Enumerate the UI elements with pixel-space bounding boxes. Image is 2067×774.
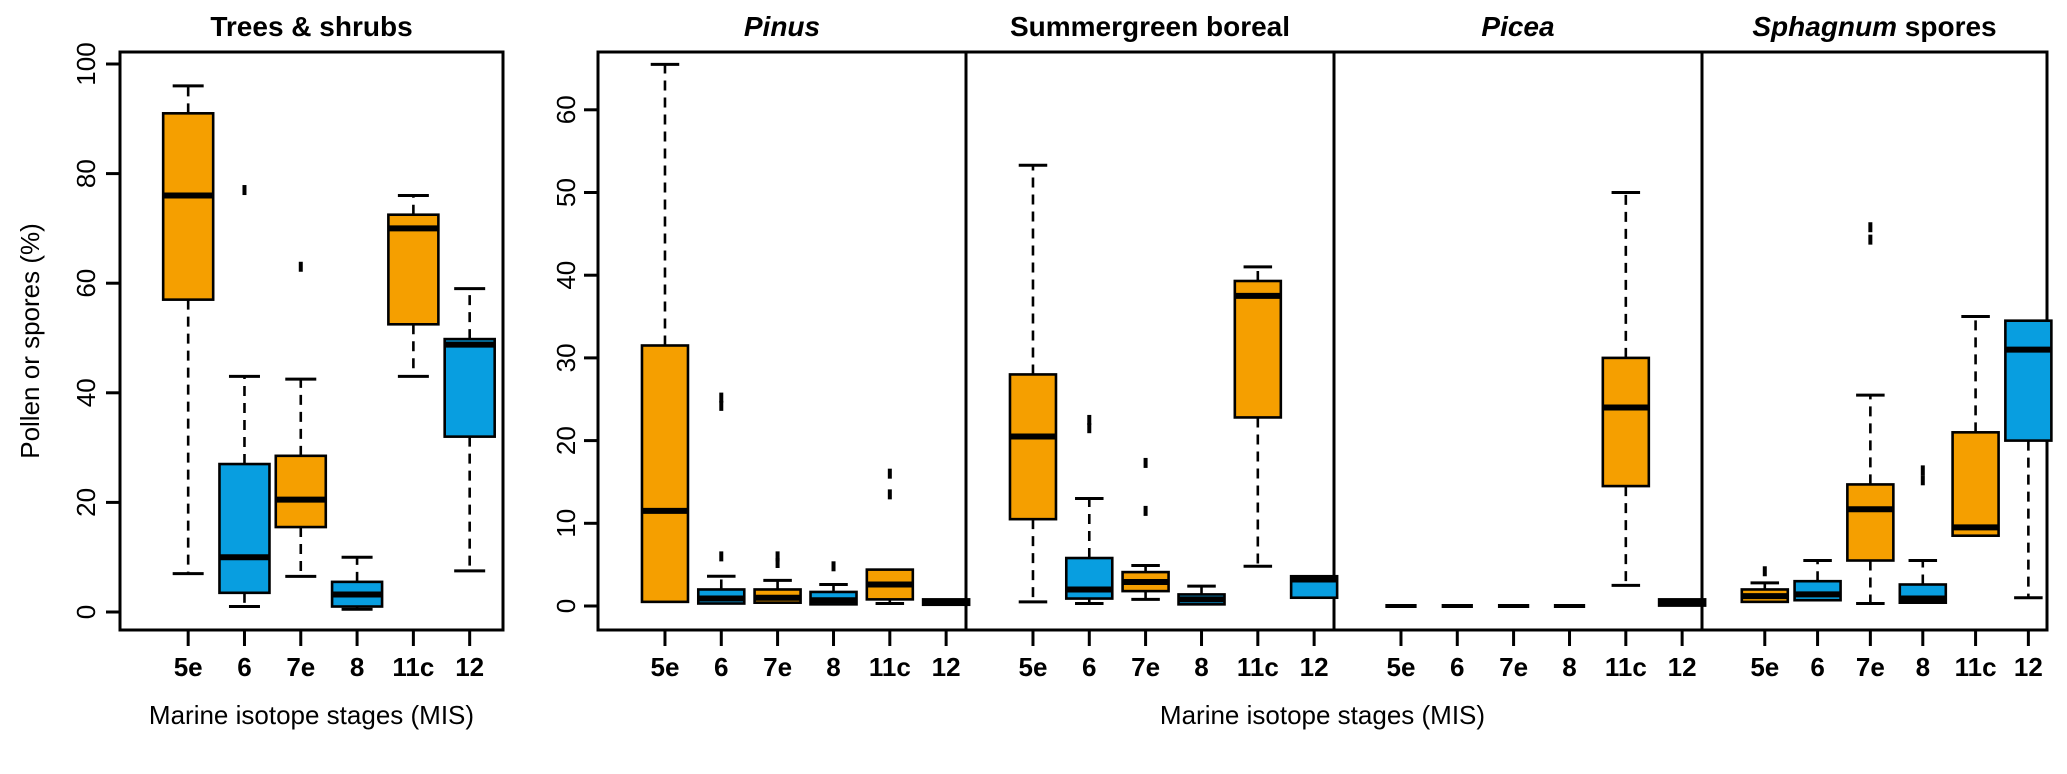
box-interglacial — [161, 112, 215, 301]
x-tick-label: 8 — [1916, 652, 1930, 682]
boxplot-sphagnum-spores-11c — [1951, 315, 2000, 538]
x-tick-label: 7e — [1499, 652, 1528, 682]
box-interglacial — [387, 213, 440, 326]
boxplot-trees-shrubs-7e — [274, 261, 328, 578]
boxplot-pinus-6 — [696, 392, 746, 605]
right-y-tick-label: 50 — [551, 178, 581, 207]
x-axis-title-right: Marine isotope stages (MIS) — [1160, 700, 1485, 730]
x-tick-label: 6 — [1810, 652, 1824, 682]
x-tick-label: 6 — [1082, 652, 1096, 682]
box-interglacial — [1601, 356, 1651, 488]
left-y-tick-label: 60 — [71, 269, 101, 298]
boxplot-summergreen-boreal-6 — [1064, 414, 1114, 606]
panel-border-picea — [1332, 50, 1704, 632]
x-tick-label: 7e — [1856, 652, 1885, 682]
boxplot-summergreen-boreal-11c — [1233, 265, 1283, 568]
box-interglacial — [640, 344, 690, 604]
x-tick-label: 5e — [1750, 652, 1779, 682]
x-tick-label: 7e — [1131, 652, 1160, 682]
boxplot-sphagnum-spores-6 — [1793, 559, 1842, 602]
x-tick-label: 6 — [1450, 652, 1464, 682]
boxplot-pinus-11c — [865, 468, 915, 606]
panel-title-pinus: Pinus — [744, 11, 820, 42]
boxplot-sphagnum-spores-8 — [1898, 465, 1948, 604]
boxplot-summergreen-boreal-7e — [1121, 457, 1170, 601]
x-tick-label: 6 — [237, 652, 251, 682]
box-interglacial — [1846, 483, 1895, 562]
x-tick-label: 12 — [2014, 652, 2043, 682]
box-glacial — [1064, 556, 1114, 600]
boxplot-picea-12 — [1657, 598, 1707, 607]
x-tick-label: 8 — [1562, 652, 1576, 682]
boxplot-pinus-8 — [809, 561, 858, 606]
y-axis-title: Pollen or spores (%) — [15, 223, 45, 459]
x-axis-title-left: Marine isotope stages (MIS) — [149, 700, 474, 730]
box-interglacial — [1233, 279, 1283, 419]
boxplot-trees-shrubs-12 — [443, 287, 496, 573]
x-tick-label: 8 — [826, 652, 840, 682]
box-interglacial — [274, 454, 328, 529]
panel-title-picea: Picea — [1481, 11, 1554, 42]
boxplot-trees-shrubs-5e — [161, 84, 215, 576]
x-tick-label: 12 — [1300, 652, 1329, 682]
left-y-tick-label: 0 — [71, 605, 101, 619]
x-tick-label: 11c — [1955, 652, 1997, 682]
box-interglacial — [1951, 431, 2000, 538]
box-interglacial — [1008, 373, 1058, 521]
boxplot-summergreen-boreal-12 — [1289, 574, 1339, 600]
x-tick-label: 12 — [1668, 652, 1697, 682]
x-tick-label: 8 — [1194, 652, 1208, 682]
x-tick-label: 11c — [1605, 652, 1647, 682]
boxplot-picea-11c — [1601, 191, 1651, 587]
left-y-tick-label: 80 — [71, 159, 101, 188]
box-glacial — [443, 337, 496, 438]
right-y-tick-label: 60 — [551, 95, 581, 124]
x-tick-label: 8 — [350, 652, 364, 682]
left-y-tick-label: 100 — [71, 42, 101, 85]
x-tick-label: 12 — [932, 652, 961, 682]
panel-title-summergreen-boreal: Summergreen boreal — [1010, 11, 1290, 42]
x-tick-label: 6 — [714, 652, 728, 682]
boxplot-pinus-5e — [640, 62, 690, 604]
right-y-tick-label: 30 — [551, 343, 581, 372]
x-tick-label: 7e — [763, 652, 792, 682]
x-tick-label: 5e — [1387, 652, 1416, 682]
boxplot-pinus-7e — [753, 551, 802, 604]
panel-title-sphagnum-spores: Sphagnum spores — [1752, 11, 1996, 42]
x-tick-label: 5e — [1019, 652, 1048, 682]
boxplot-pinus-12 — [921, 598, 971, 607]
right-y-tick-label: 0 — [551, 599, 581, 613]
left-y-tick-label: 40 — [71, 378, 101, 407]
boxplot-trees-shrubs-11c — [387, 194, 440, 378]
x-tick-label: 11c — [392, 652, 434, 682]
boxplot-sphagnum-spores-5e — [1740, 566, 1790, 604]
right-y-tick-label: 40 — [551, 261, 581, 290]
boxplot-sphagnum-spores-7e — [1846, 222, 1895, 606]
x-tick-label: 12 — [455, 652, 484, 682]
box-glacial — [2004, 319, 2053, 442]
left-y-tick-label: 20 — [71, 488, 101, 517]
boxplot-trees-shrubs-6 — [218, 185, 271, 609]
boxplot-trees-shrubs-8 — [330, 555, 384, 611]
x-tick-label: 7e — [286, 652, 315, 682]
right-y-tick-label: 20 — [551, 426, 581, 455]
boxplot-summergreen-boreal-8 — [1177, 584, 1226, 606]
x-tick-label: 5e — [651, 652, 680, 682]
panel-title-trees-shrubs: Trees & shrubs — [210, 11, 412, 42]
boxplot-summergreen-boreal-5e — [1008, 163, 1058, 604]
box-glacial — [218, 462, 271, 595]
boxplot-sphagnum-spores-12 — [2004, 319, 2053, 600]
x-tick-label: 5e — [174, 652, 203, 682]
x-tick-label: 11c — [869, 652, 911, 682]
right-y-tick-label: 10 — [551, 509, 581, 538]
x-tick-label: 11c — [1237, 652, 1279, 682]
